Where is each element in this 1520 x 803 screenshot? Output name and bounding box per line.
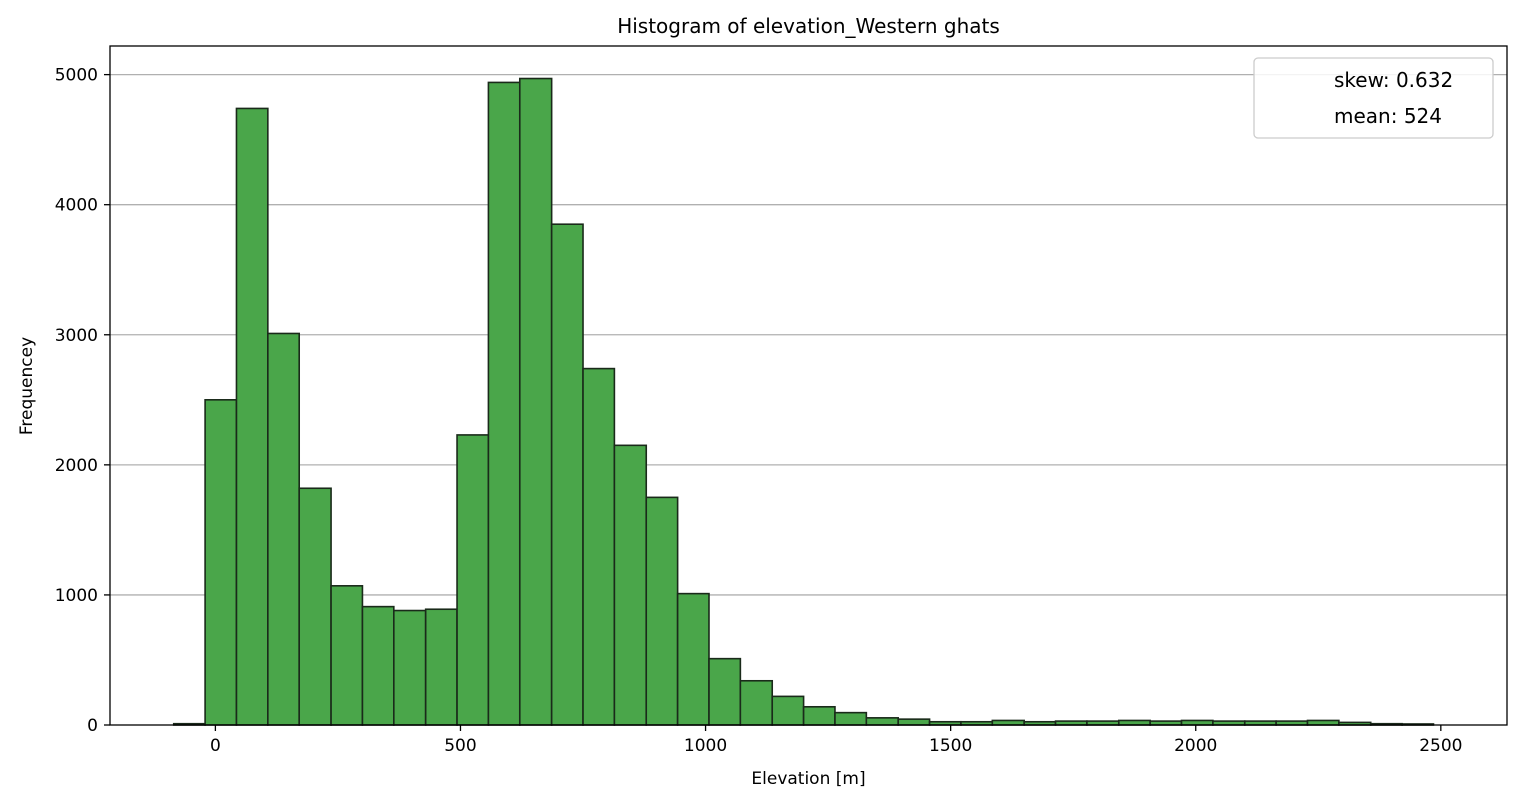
histogram-bar — [802, 705, 836, 726]
legend-entry-mean: mean: 524 — [1334, 104, 1442, 128]
histogram-bar — [1306, 719, 1340, 726]
legend: skew: 0.632 mean: 524 — [1253, 57, 1494, 139]
histogram-bar — [739, 679, 774, 726]
histogram-bar — [424, 608, 458, 726]
histogram-bar — [645, 496, 679, 726]
histogram-bar — [518, 77, 553, 726]
x-tick-label: 1500 — [929, 736, 972, 756]
y-tick-label: 3000 — [55, 326, 98, 346]
histogram-bar — [1117, 719, 1151, 726]
y-axis-ticks: 0 1000 2000 3000 4000 5000 — [55, 66, 110, 736]
y-axis-label: Frequencey — [17, 337, 37, 435]
histogram-bar — [897, 718, 931, 726]
x-tick-label: 0 — [210, 736, 221, 756]
histogram-bar — [865, 717, 900, 726]
histogram-bar — [456, 434, 490, 726]
y-tick-label: 1000 — [55, 586, 98, 606]
histogram-bar — [991, 719, 1025, 726]
histogram-bar — [330, 585, 364, 726]
histogram-bar — [267, 332, 301, 726]
x-axis-label: Elevation [m] — [751, 769, 865, 789]
histogram-bar — [708, 657, 742, 726]
legend-box — [1253, 57, 1494, 139]
histogram-bar — [361, 605, 395, 726]
y-tick-label: 2000 — [55, 456, 98, 476]
y-grid — [110, 73, 1507, 596]
x-tick-label: 2500 — [1419, 736, 1462, 756]
histogram-bar — [393, 609, 427, 726]
histogram-bar — [676, 592, 710, 726]
x-axis-ticks: 0 500 1000 1500 2000 2500 — [210, 725, 1462, 756]
legend-entry-skew: skew: 0.632 — [1334, 68, 1453, 92]
histogram-bar — [298, 487, 332, 726]
x-tick-label: 1000 — [684, 736, 727, 756]
histogram-bar — [550, 223, 584, 726]
histogram-bar — [613, 444, 648, 726]
histogram-bar — [235, 107, 269, 726]
x-tick-label: 2000 — [1174, 736, 1217, 756]
plot-frame — [109, 45, 1508, 726]
chart-title: Histogram of elevation_Western ghats — [617, 14, 1000, 38]
histogram-bar — [204, 399, 238, 726]
y-tick-label: 0 — [87, 716, 98, 736]
histogram-bar — [487, 81, 521, 726]
y-tick-label: 5000 — [55, 66, 98, 86]
histogram-bar — [834, 711, 868, 726]
histogram-bar — [771, 695, 805, 726]
y-tick-label: 4000 — [55, 196, 98, 216]
histogram-bars — [172, 77, 1435, 726]
histogram-bar — [582, 367, 616, 726]
histogram-bar — [1180, 719, 1214, 726]
x-tick-label: 500 — [444, 736, 476, 756]
